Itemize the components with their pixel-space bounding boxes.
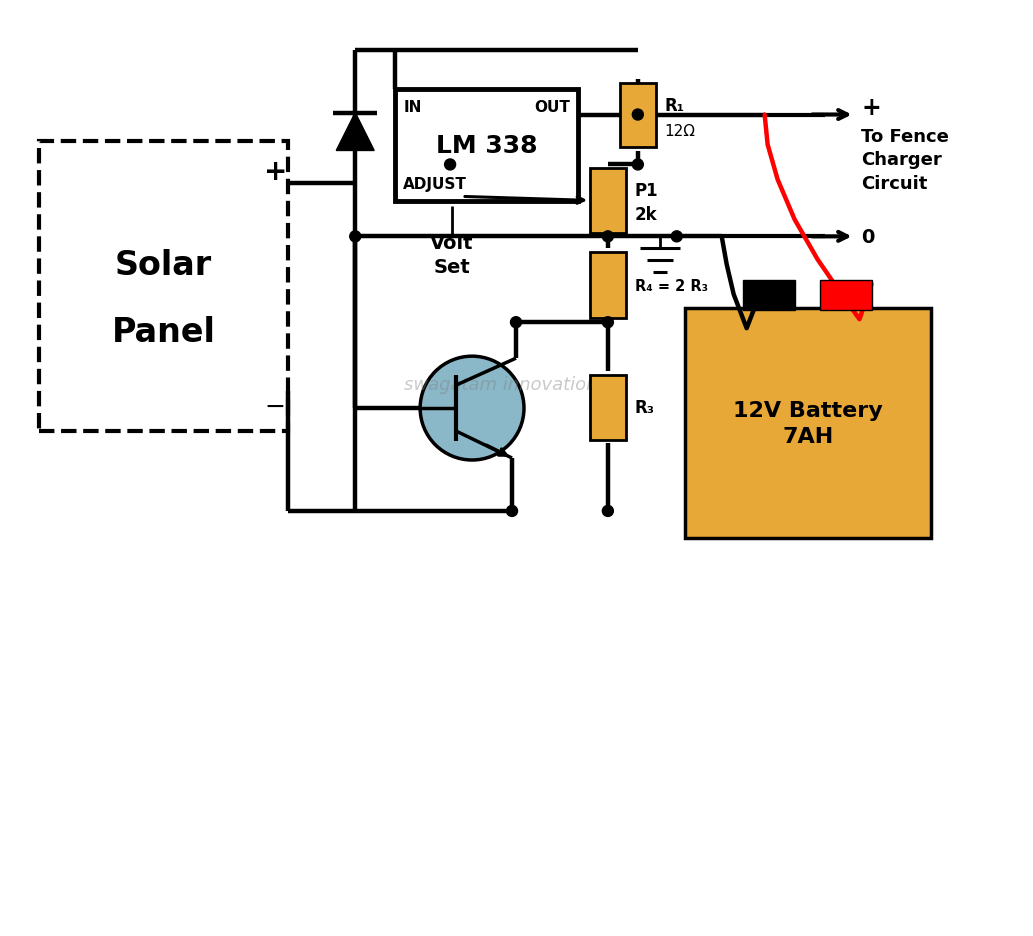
Circle shape bbox=[671, 231, 682, 242]
Bar bbox=[685, 309, 932, 538]
Text: OUT: OUT bbox=[534, 99, 570, 114]
Bar bbox=[620, 83, 656, 148]
Bar bbox=[590, 168, 626, 234]
Circle shape bbox=[506, 505, 518, 517]
Text: To Fence
Charger
Circuit: To Fence Charger Circuit bbox=[862, 127, 949, 193]
Text: 2k: 2k bbox=[635, 206, 657, 224]
Circle shape bbox=[632, 160, 644, 170]
Text: Volt
Set: Volt Set bbox=[431, 234, 474, 276]
Text: swagatam innovations: swagatam innovations bbox=[404, 375, 606, 394]
Text: R₁: R₁ bbox=[665, 97, 685, 115]
Text: 0: 0 bbox=[862, 227, 875, 246]
Circle shape bbox=[420, 357, 524, 461]
Text: IN: IN bbox=[403, 99, 421, 114]
Text: R₃: R₃ bbox=[635, 399, 655, 417]
Text: Solar: Solar bbox=[115, 249, 212, 282]
Bar bbox=[743, 281, 795, 311]
Text: P1: P1 bbox=[635, 183, 658, 200]
Text: ADJUST: ADJUST bbox=[403, 177, 467, 192]
Polygon shape bbox=[337, 113, 374, 152]
Text: Panel: Panel bbox=[112, 315, 216, 348]
Bar bbox=[590, 375, 626, 440]
Text: 12Ω: 12Ω bbox=[665, 124, 696, 139]
Text: −: − bbox=[264, 395, 286, 418]
Text: +: + bbox=[263, 158, 287, 186]
Bar bbox=[396, 90, 577, 202]
Bar bbox=[590, 253, 626, 319]
Circle shape bbox=[602, 505, 614, 517]
FancyBboxPatch shape bbox=[38, 142, 288, 431]
Circle shape bbox=[510, 317, 522, 329]
Text: 12V Battery
7AH: 12V Battery 7AH bbox=[733, 401, 883, 446]
Circle shape bbox=[632, 110, 644, 121]
Circle shape bbox=[602, 317, 614, 329]
Text: LM 338: LM 338 bbox=[436, 134, 537, 158]
Circle shape bbox=[444, 160, 456, 170]
Circle shape bbox=[350, 231, 361, 242]
Text: +: + bbox=[862, 95, 881, 120]
Text: R₄ = 2 R₃: R₄ = 2 R₃ bbox=[635, 279, 708, 294]
Circle shape bbox=[602, 231, 614, 242]
Bar bbox=[820, 281, 872, 311]
